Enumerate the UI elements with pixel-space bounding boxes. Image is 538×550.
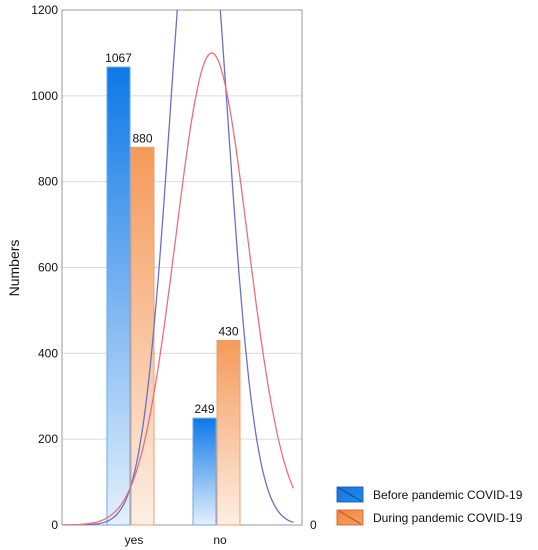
bar-no-during xyxy=(216,339,241,526)
data-label: 249 xyxy=(194,402,214,416)
bars xyxy=(106,66,241,526)
y-tick-label: 400 xyxy=(38,346,58,360)
bar-yes-during xyxy=(130,146,155,526)
y-tick-label: 600 xyxy=(38,261,58,275)
data-label: 880 xyxy=(132,131,152,145)
distribution-curve xyxy=(62,52,295,525)
bar-no-before xyxy=(192,417,217,526)
y-tick-label: 1200 xyxy=(31,3,58,17)
plot-frame xyxy=(61,9,303,526)
gridlines xyxy=(62,95,302,440)
legend-label: Before pandemic COVID-19 xyxy=(373,488,523,502)
legend: Before pandemic COVID-19 During pandemic … xyxy=(336,486,523,526)
plot-area xyxy=(61,9,303,526)
y-axis-title: Numbers xyxy=(6,240,22,297)
data-label: 430 xyxy=(218,324,238,338)
bar-yes-before xyxy=(106,66,131,526)
x-axis: yes no xyxy=(125,533,227,547)
y-axis: 0 200 400 600 800 1000 1200 xyxy=(31,3,58,532)
distribution-curves xyxy=(62,10,295,525)
y-tick-label: 200 xyxy=(38,432,58,446)
x-tick-label: yes xyxy=(125,533,144,547)
distribution-curve xyxy=(62,10,294,525)
data-labels: 1067 880 249 430 xyxy=(105,51,239,416)
y-tick-label: 800 xyxy=(38,175,58,189)
data-label: 1067 xyxy=(105,51,132,65)
x-tick-label: no xyxy=(213,533,227,547)
y-tick-label: 0 xyxy=(51,518,58,532)
legend-label: During pandemic COVID-19 xyxy=(373,511,523,525)
right-axis-tick: 0 xyxy=(310,518,317,532)
legend-swatch-line xyxy=(338,487,362,502)
legend-swatch-line xyxy=(338,510,362,525)
y-tick-label: 1000 xyxy=(31,89,58,103)
